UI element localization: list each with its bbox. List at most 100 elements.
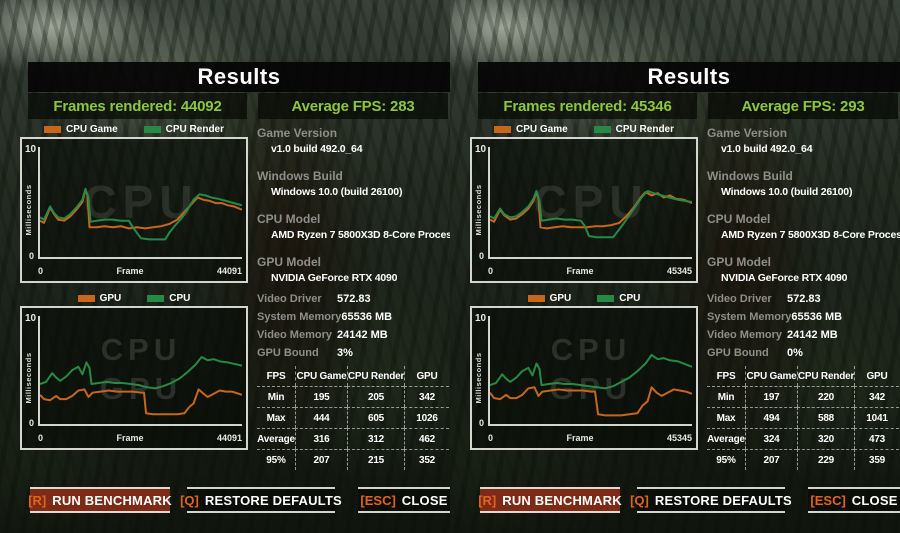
gpu-bound-row: GPU Bound 0% xyxy=(707,347,803,359)
table-cell: 473 xyxy=(854,428,899,449)
fps-summary-table: FPS CPU Game CPU Render GPU Min 197 220 … xyxy=(707,366,899,470)
table-row-label: 95% xyxy=(257,449,295,470)
cpu-render-swatch-icon xyxy=(593,126,611,133)
cpu-chart-legend: CPU Game CPU Render xyxy=(20,123,248,136)
table-cell: 352 xyxy=(404,449,449,470)
gpu-chart-plot-area: CPU GPU xyxy=(38,316,242,426)
results-panel: Results Frames rendered: 45346 Average F… xyxy=(450,0,900,533)
run-benchmark-button[interactable]: [R] RUN BENCHMARK xyxy=(28,487,172,513)
y-axis-max-label: 10 xyxy=(475,144,487,155)
gpu-chart-legend: GPU CPU xyxy=(20,292,248,305)
gpu-swatch-icon xyxy=(527,295,545,302)
table-cell: 215 xyxy=(347,449,404,470)
table-row-label: Average xyxy=(257,428,295,449)
table-row-label: Min xyxy=(707,386,745,407)
table-cell: 444 xyxy=(295,407,347,428)
frames-rendered-value: Frames rendered: 45346 xyxy=(503,97,672,115)
system-memory-row: System Memory 65536 MB xyxy=(707,311,843,323)
results-panel: Results Frames rendered: 44092 Average F… xyxy=(0,0,450,533)
y-axis-max-label: 10 xyxy=(25,313,37,324)
results-title-band: Results xyxy=(478,62,900,92)
cpu-chart-plot-area: CPU xyxy=(38,147,242,259)
game-version-group: Game Version v1.0 build 492.0_64 xyxy=(707,126,813,155)
page-title: Results xyxy=(197,64,281,89)
cpu-frametime-chart: 10 Milliseconds CPU 0 0 Frame 45345 xyxy=(470,137,698,283)
fps-summary-table: FPS CPU Game CPU Render GPU Min 195 205 … xyxy=(257,366,449,470)
y-axis-max-label: 10 xyxy=(25,144,37,155)
table-cell: 229 xyxy=(797,449,854,470)
table-row-label: Average xyxy=(707,428,745,449)
table-header: FPS xyxy=(266,370,286,382)
average-fps-value: Average FPS: 283 xyxy=(291,97,415,115)
video-driver-row: Video Driver 572.83 xyxy=(257,293,371,305)
x-axis-end-label: 45345 xyxy=(666,266,692,276)
gpu-model-group: GPU Model NVIDIA GeForce RTX 4090 xyxy=(257,255,398,284)
x-axis-end-label: 45345 xyxy=(666,433,692,443)
table-row-label: Min xyxy=(257,386,295,407)
restore-defaults-button[interactable]: [Q] RESTORE DEFAULTS xyxy=(180,487,342,513)
table-row-label: Max xyxy=(707,407,745,428)
restore-key-hint: [Q] xyxy=(630,492,649,508)
table-header: GPU xyxy=(854,366,899,386)
average-fps-value: Average FPS: 293 xyxy=(741,97,865,115)
legend-item: GPU xyxy=(527,293,571,304)
driver-memory-panel: Video Driver 572.83 System Memory 65536 … xyxy=(707,290,899,362)
legend-item: CPU Game xyxy=(493,124,568,135)
average-fps-box: Average FPS: 283 xyxy=(258,93,448,119)
frames-rendered-value: Frames rendered: 44092 xyxy=(53,97,222,115)
gpu-chart-lines xyxy=(490,316,692,424)
average-fps-box: Average FPS: 293 xyxy=(708,93,898,119)
legend-item: CPU Render xyxy=(593,124,674,135)
table-cell: 195 xyxy=(295,386,347,407)
close-button[interactable]: [ESC] CLOSE xyxy=(358,487,450,513)
table-cell: 342 xyxy=(404,386,449,407)
cpu-render-swatch-icon xyxy=(143,126,161,133)
x-axis-start-label: 0 xyxy=(38,266,44,276)
cpu-chart-plot-area: CPU xyxy=(488,147,692,259)
y-axis-title: Milliseconds xyxy=(24,352,33,404)
restore-defaults-button[interactable]: [Q] RESTORE DEFAULTS xyxy=(630,487,792,513)
cpu-frametime-chart: 10 Milliseconds CPU 0 0 Frame 44091 xyxy=(20,137,248,283)
table-header: CPU Game xyxy=(745,366,797,386)
x-axis-title: Frame xyxy=(566,266,594,276)
driver-memory-panel: Video Driver 572.83 System Memory 65536 … xyxy=(257,290,449,362)
run-benchmark-button[interactable]: [R] RUN BENCHMARK xyxy=(478,487,622,513)
close-key-hint: [ESC] xyxy=(360,492,396,508)
y-axis-zero-label: 0 xyxy=(479,251,485,261)
y-axis-title: Milliseconds xyxy=(474,352,483,404)
x-axis-labels: 0 Frame 45345 xyxy=(488,433,692,443)
gpu-chart-lines xyxy=(40,316,242,424)
table-row-label: Max xyxy=(257,407,295,428)
gpu-chart-plot-area: CPU GPU xyxy=(488,316,692,426)
table-cell: 462 xyxy=(404,428,449,449)
table-cell: 1026 xyxy=(404,407,449,428)
table-row-label: 95% xyxy=(707,449,745,470)
table-header: CPU Render xyxy=(347,366,404,386)
video-driver-row: Video Driver 572.83 xyxy=(707,293,821,305)
system-memory-row: System Memory 65536 MB xyxy=(257,311,393,323)
table-cell: 207 xyxy=(295,449,347,470)
table-cell: 220 xyxy=(797,386,854,407)
y-axis-zero-label: 0 xyxy=(29,418,35,428)
game-version-group: Game Version v1.0 build 492.0_64 xyxy=(257,126,363,155)
cpu-swatch-icon xyxy=(597,295,615,302)
table-header: CPU Render xyxy=(797,366,854,386)
x-axis-title: Frame xyxy=(116,266,144,276)
results-title-band: Results xyxy=(28,62,450,92)
legend-item: CPU Game xyxy=(43,124,118,135)
system-info-panel: Game Version v1.0 build 492.0_64 Windows… xyxy=(707,126,900,298)
table-cell: 588 xyxy=(797,407,854,428)
table-cell: 320 xyxy=(797,428,854,449)
table-header: FPS xyxy=(716,370,736,382)
system-info-panel: Game Version v1.0 build 492.0_64 Windows… xyxy=(257,126,450,298)
table-cell: 324 xyxy=(745,428,797,449)
cpu-model-group: CPU Model AMD Ryzen 7 5800X3D 8-Core Pro… xyxy=(707,212,900,241)
table-cell: 1041 xyxy=(854,407,899,428)
close-button[interactable]: [ESC] CLOSE xyxy=(808,487,900,513)
windows-build-group: Windows Build Windows 10.0 (build 26100) xyxy=(707,169,853,198)
cpu-chart-legend: CPU Game CPU Render xyxy=(470,123,698,136)
frames-rendered-box: Frames rendered: 45346 xyxy=(478,93,697,119)
x-axis-start-label: 0 xyxy=(488,266,494,276)
gpu-frametime-chart: 10 Milliseconds CPU GPU 0 0 Frame 45345 xyxy=(470,306,698,450)
gpu-chart-legend: GPU CPU xyxy=(470,292,698,305)
